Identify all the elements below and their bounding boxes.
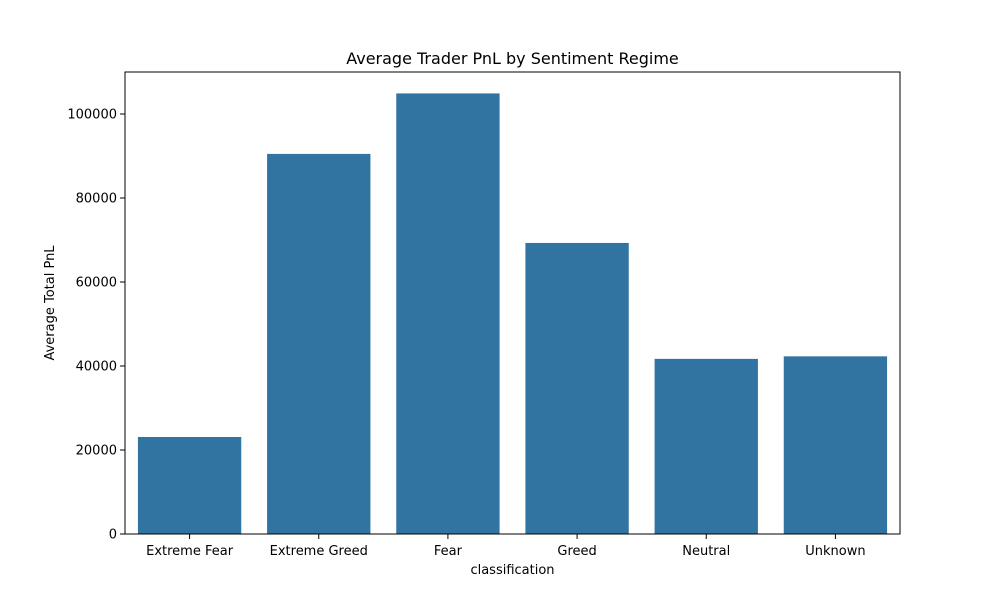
bar-extreme-fear — [137, 436, 242, 534]
y-axis-label: Average Total PnL — [43, 245, 58, 361]
bar-greed — [525, 242, 629, 534]
bars-layer — [137, 93, 888, 535]
bar-extreme-greed — [267, 153, 371, 534]
chart-title: Average Trader PnL by Sentiment Regime — [346, 49, 679, 68]
y-axis: 0 20000 40000 60000 80000 100000 — [67, 108, 125, 543]
x-tick-label: Greed — [557, 544, 596, 559]
y-tick-label: 40000 — [76, 360, 117, 375]
x-tick-label: Neutral — [682, 544, 730, 559]
y-tick-label: 100000 — [67, 108, 117, 123]
plot-area-frame — [124, 71, 901, 535]
y-tick-label: 0 — [109, 528, 117, 543]
y-tick-label: 80000 — [76, 192, 117, 207]
bar-fear — [396, 93, 500, 535]
y-tick-label: 60000 — [76, 276, 117, 291]
x-axis-label: classification — [470, 563, 554, 578]
x-axis: Extreme Fear Extreme Greed Fear Greed Neutra… — [146, 534, 866, 559]
x-tick-label: Extreme Fear — [146, 544, 234, 559]
x-tick-label: Unknown — [805, 544, 865, 559]
bar-neutral — [654, 358, 758, 534]
y-tick-label: 20000 — [76, 444, 117, 459]
bar-unknown — [783, 356, 888, 534]
x-tick-label: Extreme Greed — [270, 544, 368, 559]
x-tick-label: Fear — [434, 544, 463, 559]
